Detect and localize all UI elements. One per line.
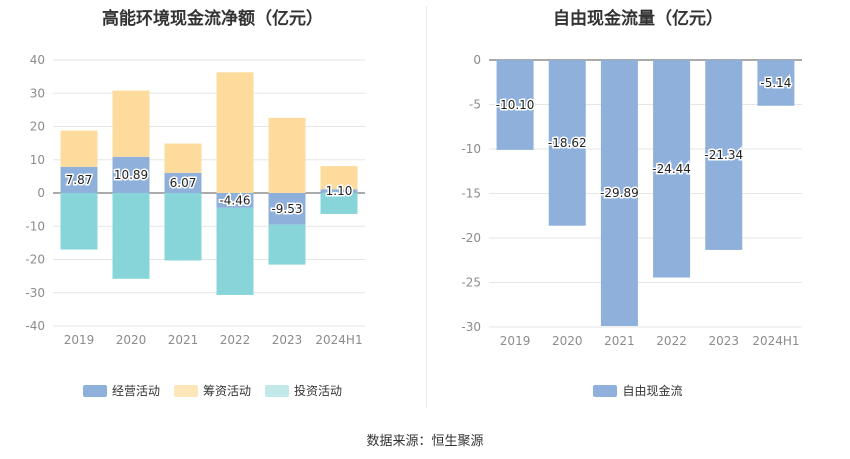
y-tick-label: 20 [30,120,45,134]
legend-label-operating: 经营活动 [111,384,160,398]
y-tick-label: -10 [461,142,481,156]
y-tick-label: 0 [473,53,481,67]
bar-经营活动 [164,172,202,193]
bar-投资活动 [164,193,202,261]
data-label: -9.53 [271,202,302,216]
legend-label-free-cash-flow: 自由现金流 [622,384,683,398]
y-tick-label: -20 [461,231,481,245]
y-tick-label: 0 [37,186,45,200]
bar-筹资活动 [216,72,254,193]
y-tick-label: 30 [30,86,45,100]
legend-item-operating[interactable]: 经营活动 [82,382,160,399]
x-tick-label: 2023 [272,333,303,347]
x-tick-label: 2024H1 [752,334,799,348]
data-label: -10.10 [496,98,535,112]
data-source-note: 数据来源：恒生聚源 [366,434,484,449]
bar-投资活动 [112,193,150,279]
y-tick-label: 40 [30,53,45,67]
legend-swatch-free-cash-flow [593,384,618,397]
y-tick-label: -5 [469,98,481,112]
x-tick-label: 2023 [708,334,739,348]
legend-swatch-investing [265,384,289,397]
bar-经营活动 [320,189,358,193]
bar-经营活动 [268,193,306,225]
bar-筹资活动 [60,130,98,167]
bar-筹资活动 [268,117,306,193]
left-chart-plot: 40 30 20 10 0 -10 -20 -30 -40 2019 7.87 2020 10.89 20… [25,53,365,347]
bar-经营活动 [60,166,98,193]
right-chart-plot: 0 -5 -10 -15 -20 -25 -30 2019 -10.10 2020 -18.62 20… [461,53,802,348]
legend-swatch-financing [173,384,198,397]
right-chart-panel: 自由现金流量（亿元） 0 -5 -10 -15 -20 -25 -30 2019 -10.10 2… [426,0,850,420]
x-tick-label: 2024H1 [315,333,362,347]
data-label: 7.87 [66,173,93,187]
left-chart-legend: 经营活动 筹资活动 投资活动 [0,382,425,399]
legend-swatch-operating [82,384,107,397]
bar-经营活动 [112,156,150,193]
bar-投资活动 [216,207,254,295]
y-tick-label: -20 [25,253,45,267]
data-label: 1.10 [326,184,353,198]
data-label: -24.44 [652,162,691,176]
y-tick-label: -25 [461,276,481,290]
legend-item-financing[interactable]: 筹资活动 [173,382,251,399]
data-label: -21.34 [704,148,743,162]
y-tick-label: -30 [25,286,45,300]
bar-投资活动 [320,193,358,214]
data-label: 6.07 [170,176,197,190]
legend-item-free-cash-flow[interactable]: 自由现金流 [593,382,683,399]
x-tick-label: 2021 [168,333,199,347]
x-tick-label: 2019 [64,333,95,347]
x-tick-label: 2021 [604,334,635,348]
bar-筹资活动 [112,90,150,157]
bar-筹资活动 [164,143,202,173]
bar-free-cash-flow [653,60,691,278]
left-chart-title: 高能环境现金流净额（亿元） [102,9,323,29]
bar-free-cash-flow [548,60,586,226]
legend-label-investing: 投资活动 [294,384,343,398]
bar-经营活动 [216,193,254,208]
legend-label-financing: 筹资活动 [202,384,251,398]
data-label: 10.89 [114,168,148,182]
y-tick-label: 10 [30,153,45,167]
panel-divider [426,6,427,408]
y-tick-label: -10 [25,219,45,233]
bar-投资活动 [60,193,98,250]
data-label: -4.46 [219,193,250,207]
y-tick-label: -40 [25,319,45,333]
x-tick-label: 2019 [500,334,531,348]
right-chart-legend: 自由现金流 [426,382,850,399]
y-tick-label: -15 [461,187,481,201]
x-tick-label: 2022 [220,333,251,347]
x-tick-label: 2020 [552,334,583,348]
left-chart-panel: 高能环境现金流净额（亿元） 40 30 20 10 0 -10 -20 -30 -40 2019 7… [0,0,425,420]
bar-free-cash-flow [757,60,795,106]
x-tick-label: 2022 [656,334,687,348]
y-tick-label: -30 [461,320,481,334]
legend-item-investing[interactable]: 投资活动 [265,382,342,399]
bar-free-cash-flow [496,60,534,150]
bar-free-cash-flow [600,60,638,327]
data-label: -18.62 [548,136,587,150]
bar-free-cash-flow [705,60,743,250]
right-chart-title: 自由现金流量（亿元） [553,9,723,29]
bar-投资活动 [268,224,306,265]
x-tick-label: 2020 [116,333,147,347]
bar-筹资活动 [320,166,358,190]
data-label: -29.89 [600,186,639,200]
data-label: -5.14 [760,76,791,90]
